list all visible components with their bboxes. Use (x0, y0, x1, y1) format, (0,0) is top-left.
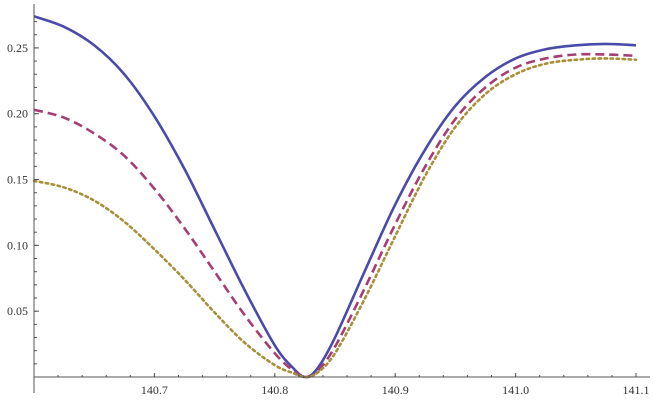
ticks-layer: 140.7 140.8 140.9 141.0 141.1 0.05 0.10 0.15 0.2… (7, 21, 650, 397)
x-tick-label: 140.9 (382, 383, 409, 397)
series-line-dotted (32, 57, 638, 379)
x-tick-label: 141.0 (502, 383, 529, 397)
series-layer (32, 15, 638, 379)
x-tick-label: 141.1 (623, 383, 650, 397)
x-tick-label: 140.7 (141, 383, 168, 397)
y-tick-label: 0.25 (7, 41, 28, 55)
x-tick-label: 140.8 (261, 383, 288, 397)
y-tick-label: 0.05 (7, 304, 28, 318)
y-tick-label: 0.15 (7, 173, 28, 187)
y-tick-label: 0.10 (7, 238, 28, 252)
series-line-solid (33, 15, 637, 379)
y-tick-label: 0.20 (7, 107, 28, 121)
axes-layer (33, 4, 650, 393)
series-line-dashed (33, 52, 637, 379)
